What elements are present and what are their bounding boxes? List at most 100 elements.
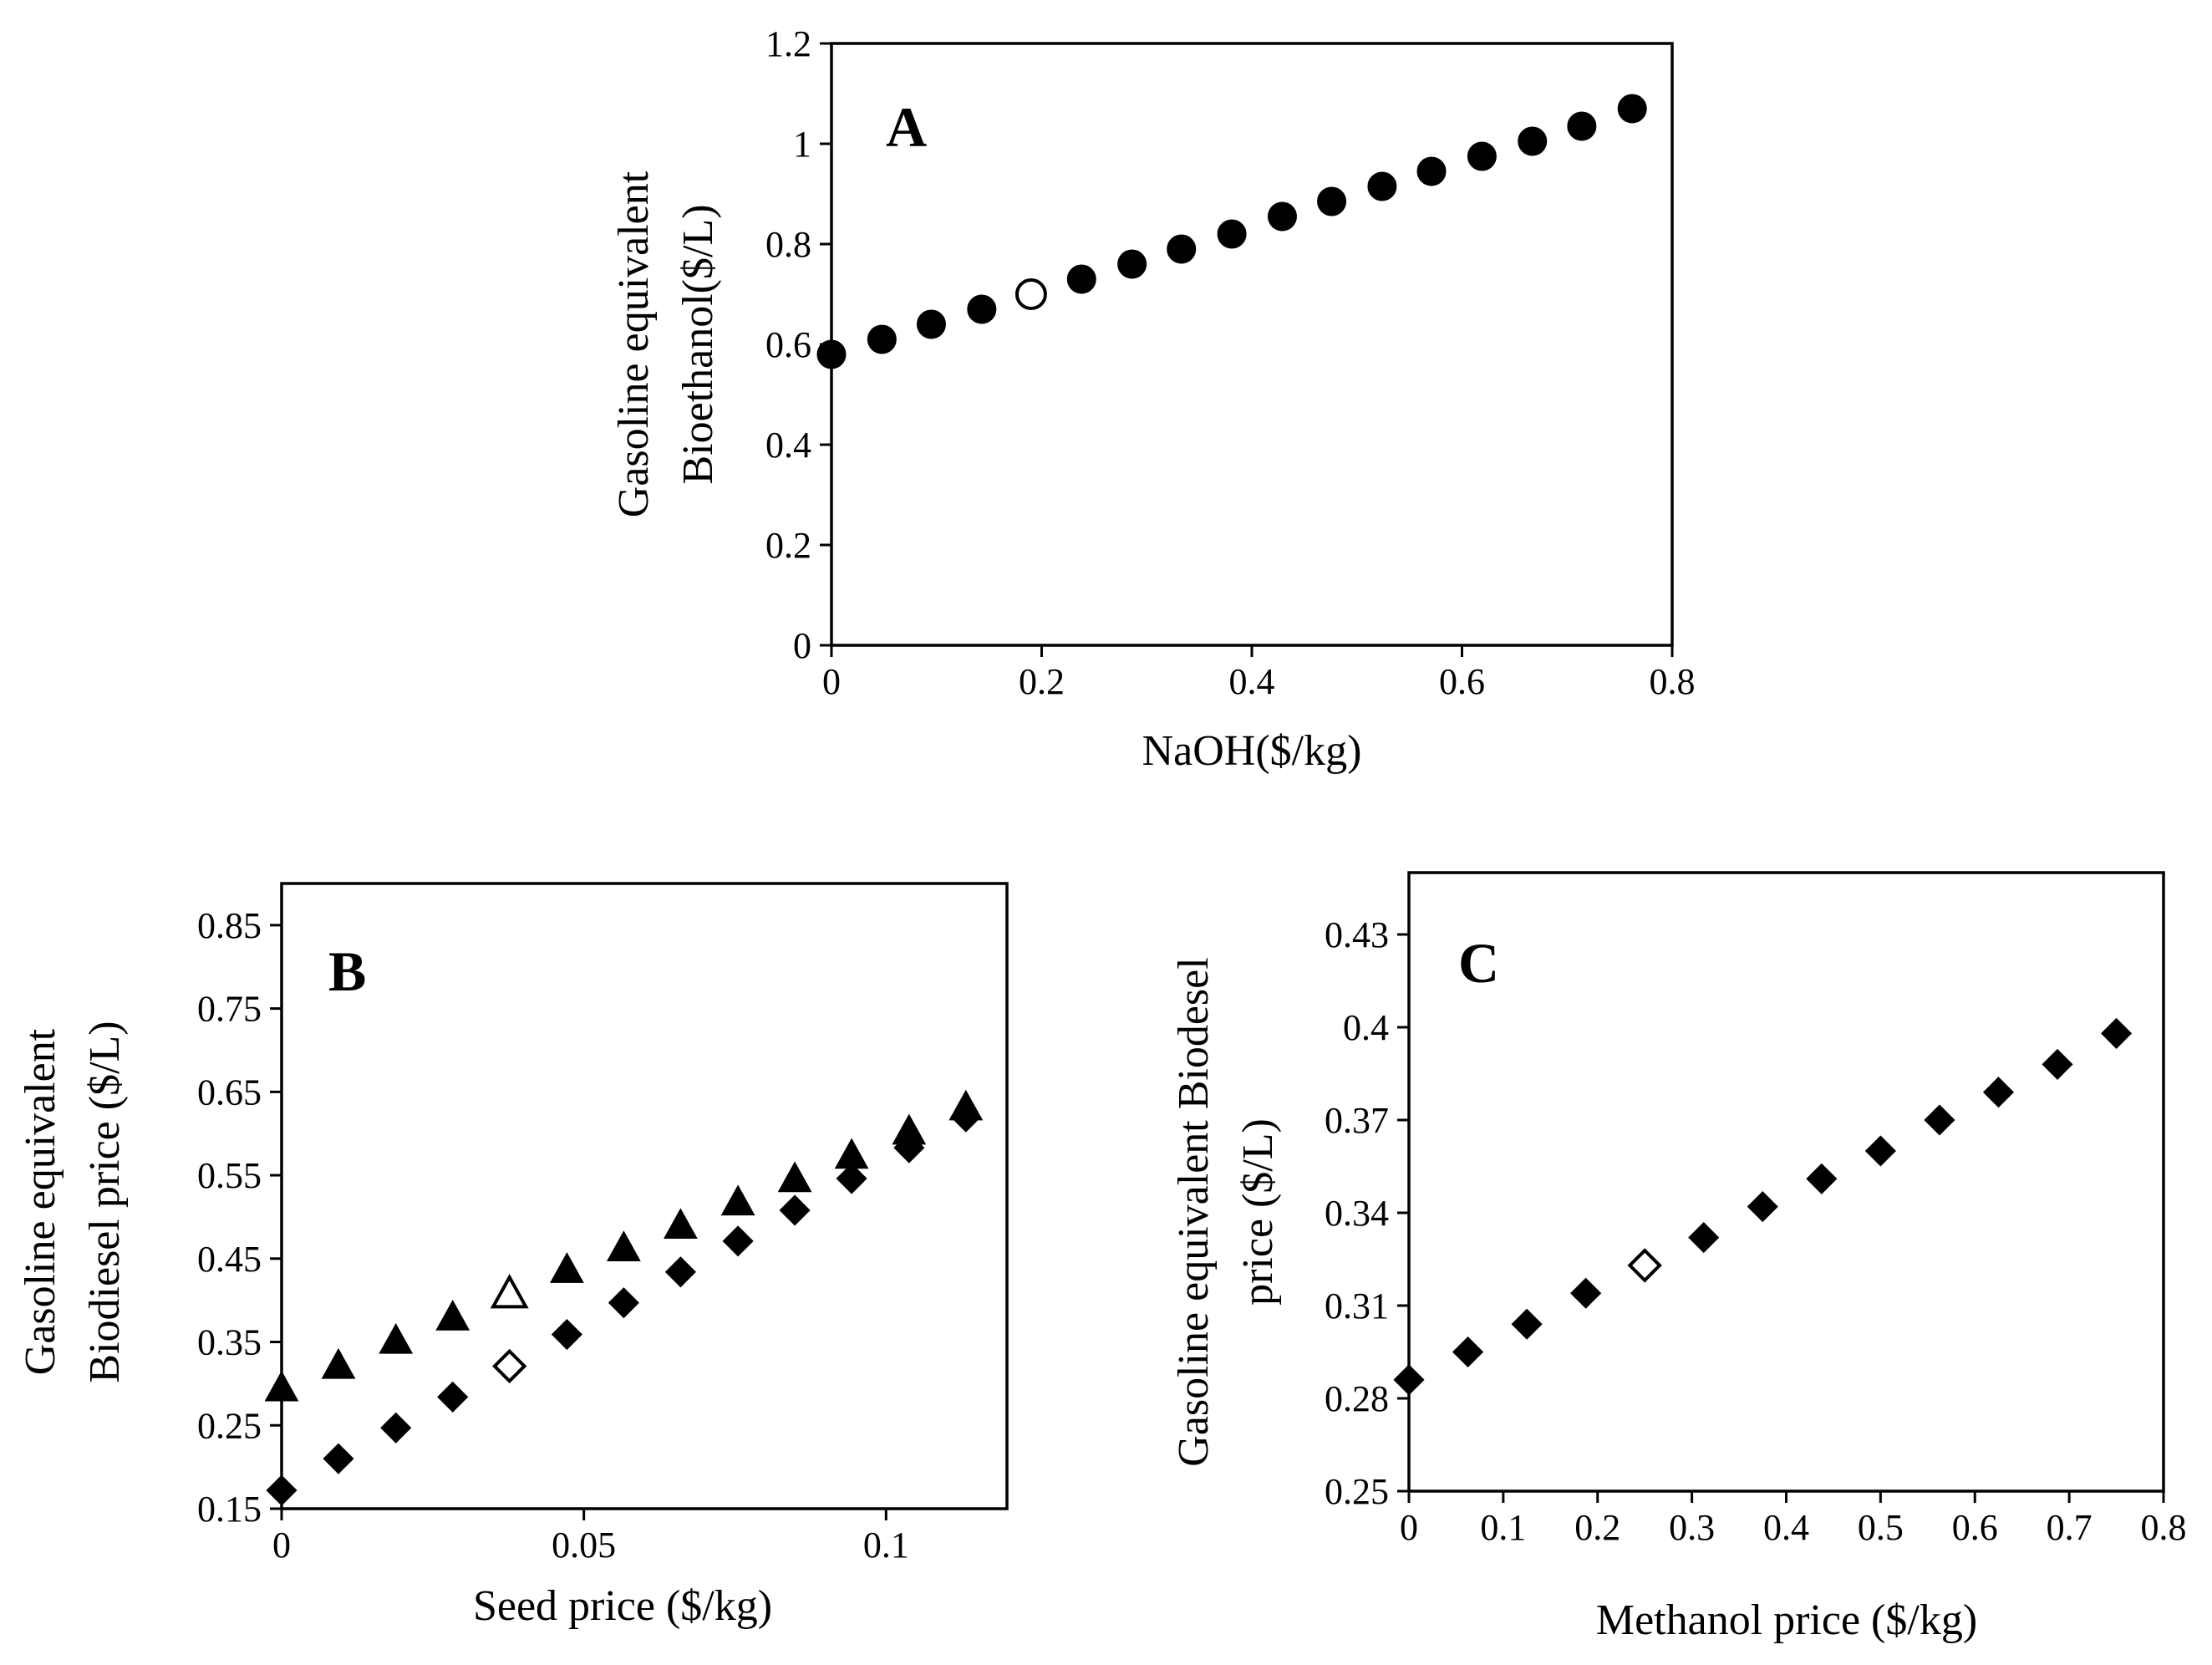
y-tick-label-c-5: 0.4 <box>1343 1007 1389 1048</box>
data-point-c-s0-2 <box>1511 1308 1543 1340</box>
data-point-a-s0-7 <box>1167 234 1197 264</box>
data-point-b-s0-5 <box>550 1252 584 1283</box>
plot-area-b <box>280 882 1009 1510</box>
y-tick-label-a-3: 0.6 <box>765 324 811 365</box>
y-tick-label-c-1: 0.28 <box>1325 1378 1389 1419</box>
data-point-a-s0-6 <box>1117 249 1147 279</box>
data-point-b-s1-9 <box>779 1194 811 1226</box>
data-point-a-s0-9 <box>1267 201 1297 232</box>
y-tick-label-a-2: 0.4 <box>765 425 811 466</box>
data-point-b-s1-11 <box>893 1132 925 1163</box>
data-point-c-s0-4 <box>1627 1248 1662 1283</box>
data-point-c-s0-12 <box>2101 1017 2133 1049</box>
data-point-a-s0-4 <box>1014 278 1047 310</box>
y-tick-label-b-7: 0.85 <box>197 905 262 946</box>
data-point-c-s0-0 <box>1393 1364 1425 1396</box>
data-point-a-s0-5 <box>1066 264 1096 294</box>
data-point-a-s0-0 <box>816 339 847 369</box>
y-tick-label-b-0: 0.15 <box>197 1489 262 1530</box>
data-point-a-s0-14 <box>1518 126 1548 156</box>
data-point-b-s1-12 <box>950 1101 982 1133</box>
data-point-b-s0-4 <box>490 1274 529 1309</box>
x-tick-label-b-0: 0 <box>272 1525 291 1566</box>
panel-label-a: A <box>886 95 927 159</box>
y-tick-label-c-6: 0.43 <box>1325 914 1389 955</box>
x-axis-c: 0 0.1 0.2 0.3 0.4 0.5 0.6 0.7 0.8 <box>1400 1491 2187 1548</box>
data-point-b-s1-1 <box>323 1443 354 1474</box>
y-axis-label-a-line2: Bioethanol($/L) <box>674 204 722 484</box>
x-tick-label-a-4: 0.8 <box>1650 661 1696 702</box>
y-tick-label-b-4: 0.55 <box>197 1155 262 1196</box>
data-point-b-s0-9 <box>777 1161 812 1193</box>
series-points-a <box>816 94 1647 369</box>
x-tick-label-c-6: 0.6 <box>1952 1507 1998 1548</box>
data-point-a-s0-13 <box>1467 141 1497 171</box>
data-point-a-s0-2 <box>916 309 946 339</box>
x-axis-label-b: Seed price ($/kg) <box>473 1582 772 1630</box>
panel-a: A 0 0.2 0.4 0.6 0.8 0 0.2 0.4 0.6 0.8 1 1.2 NaOH($… <box>610 23 1696 775</box>
y-axis-label-b-line2: Biodiesel price ($/L) <box>81 1021 129 1382</box>
y-tick-label-b-6: 0.75 <box>197 989 262 1030</box>
data-point-a-s0-3 <box>967 294 997 324</box>
y-axis-label-b-line1: Gasoline equivalent <box>17 1028 64 1375</box>
y-tick-label-c-4: 0.37 <box>1325 1100 1389 1141</box>
data-point-b-s0-3 <box>435 1300 470 1331</box>
series-points-c <box>1393 1017 2133 1396</box>
data-point-b-s0-7 <box>664 1208 698 1240</box>
x-axis-label-a: NaOH($/kg) <box>1142 727 1362 775</box>
y-tick-label-b-1: 0.25 <box>197 1405 262 1446</box>
panel-label-c: C <box>1458 931 1499 995</box>
data-point-b-s0-0 <box>264 1370 299 1402</box>
x-tick-label-c-2: 0.2 <box>1574 1507 1620 1548</box>
x-axis-b: 0 0.05 0.1 <box>272 1509 909 1566</box>
x-axis-label-c: Methanol price ($/kg) <box>1596 1596 1977 1644</box>
data-point-b-s1-0 <box>266 1474 297 1506</box>
data-point-b-s0-6 <box>607 1230 641 1261</box>
y-tick-label-a-6: 1.2 <box>765 23 811 64</box>
y-axis-a: 0 0.2 0.4 0.6 0.8 1 1.2 <box>765 23 831 666</box>
x-tick-label-c-0: 0 <box>1400 1507 1418 1548</box>
data-point-c-s0-5 <box>1688 1222 1720 1254</box>
series-points-b <box>264 1089 984 1506</box>
y-tick-label-c-2: 0.31 <box>1325 1286 1389 1326</box>
data-point-c-s0-7 <box>1806 1163 1838 1194</box>
x-tick-label-c-7: 0.7 <box>2047 1507 2093 1548</box>
x-tick-label-c-5: 0.5 <box>1858 1507 1904 1548</box>
data-point-b-s0-8 <box>720 1184 755 1216</box>
data-point-a-s0-10 <box>1317 186 1347 216</box>
data-point-b-s1-6 <box>608 1287 639 1319</box>
data-point-a-s0-8 <box>1217 219 1247 249</box>
x-tick-label-b-2: 0.1 <box>863 1525 909 1566</box>
data-point-b-s1-7 <box>664 1256 696 1288</box>
data-point-b-s1-2 <box>380 1412 412 1444</box>
y-tick-label-b-5: 0.65 <box>197 1072 262 1113</box>
x-tick-label-a-3: 0.6 <box>1439 661 1485 702</box>
x-axis-a: 0 0.2 0.4 0.6 0.8 <box>822 645 1696 702</box>
data-point-b-s1-8 <box>722 1225 754 1257</box>
data-point-c-s0-9 <box>1924 1104 1955 1136</box>
x-tick-label-c-1: 0.1 <box>1480 1507 1526 1548</box>
data-point-b-s1-5 <box>551 1319 582 1351</box>
y-tick-label-c-3: 0.34 <box>1325 1193 1389 1234</box>
y-tick-label-a-1: 0.2 <box>765 525 811 566</box>
data-point-a-s0-15 <box>1567 111 1597 141</box>
x-tick-label-b-1: 0.05 <box>552 1525 616 1566</box>
data-point-b-s0-2 <box>379 1322 414 1354</box>
data-point-a-s0-1 <box>867 324 897 354</box>
x-tick-label-c-4: 0.4 <box>1763 1507 1809 1548</box>
y-tick-label-b-3: 0.45 <box>197 1239 262 1280</box>
y-tick-label-a-4: 0.8 <box>765 224 811 265</box>
panel-label-b: B <box>328 939 366 1003</box>
y-tick-label-a-0: 0 <box>793 625 811 666</box>
y-tick-label-c-0: 0.25 <box>1325 1471 1389 1512</box>
plot-area-c <box>1407 871 2165 1493</box>
data-point-a-s0-16 <box>1617 94 1647 124</box>
data-point-c-s0-10 <box>1982 1077 2015 1108</box>
panel-c: C 0 0.1 0.2 0.3 0.4 0.5 0.6 0.7 0.8 0.25 0.28 0.31… <box>1170 871 2187 1644</box>
x-tick-label-c-3: 0.3 <box>1669 1507 1715 1548</box>
y-axis-b: 0.15 0.25 0.35 0.45 0.55 0.65 0.75 0.85 <box>197 905 282 1530</box>
y-axis-label-c-line1: Gasoline equivalent Biodesel <box>1170 957 1218 1466</box>
x-tick-label-a-2: 0.4 <box>1229 661 1275 702</box>
plot-area-a <box>830 42 1674 647</box>
y-axis-label-c-line2: price ($/L) <box>1234 1118 1282 1306</box>
